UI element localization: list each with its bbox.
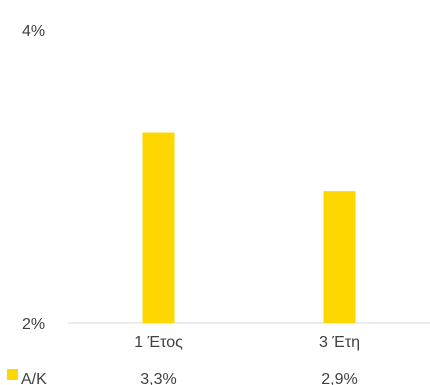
bars xyxy=(142,132,356,323)
bar xyxy=(142,132,175,323)
legend-label: Α/Κ xyxy=(21,371,47,385)
x-axis-category-labels: 1 Έτος 3 Έτη xyxy=(134,334,360,351)
data-value-label: 3,3% xyxy=(140,371,176,385)
y-tick-label: 4% xyxy=(22,23,45,40)
y-axis-ticks: 2% 4% xyxy=(22,23,45,333)
x-tick-label: 3 Έτη xyxy=(319,334,360,351)
data-table-values: 3,3% 2,9% xyxy=(140,371,357,385)
bar xyxy=(323,191,356,323)
legend: Α/Κ xyxy=(7,369,47,385)
x-tick-label: 1 Έτος xyxy=(134,334,183,351)
y-tick-label: 2% xyxy=(22,316,45,333)
data-value-label: 2,9% xyxy=(321,371,357,385)
legend-swatch xyxy=(7,369,18,380)
